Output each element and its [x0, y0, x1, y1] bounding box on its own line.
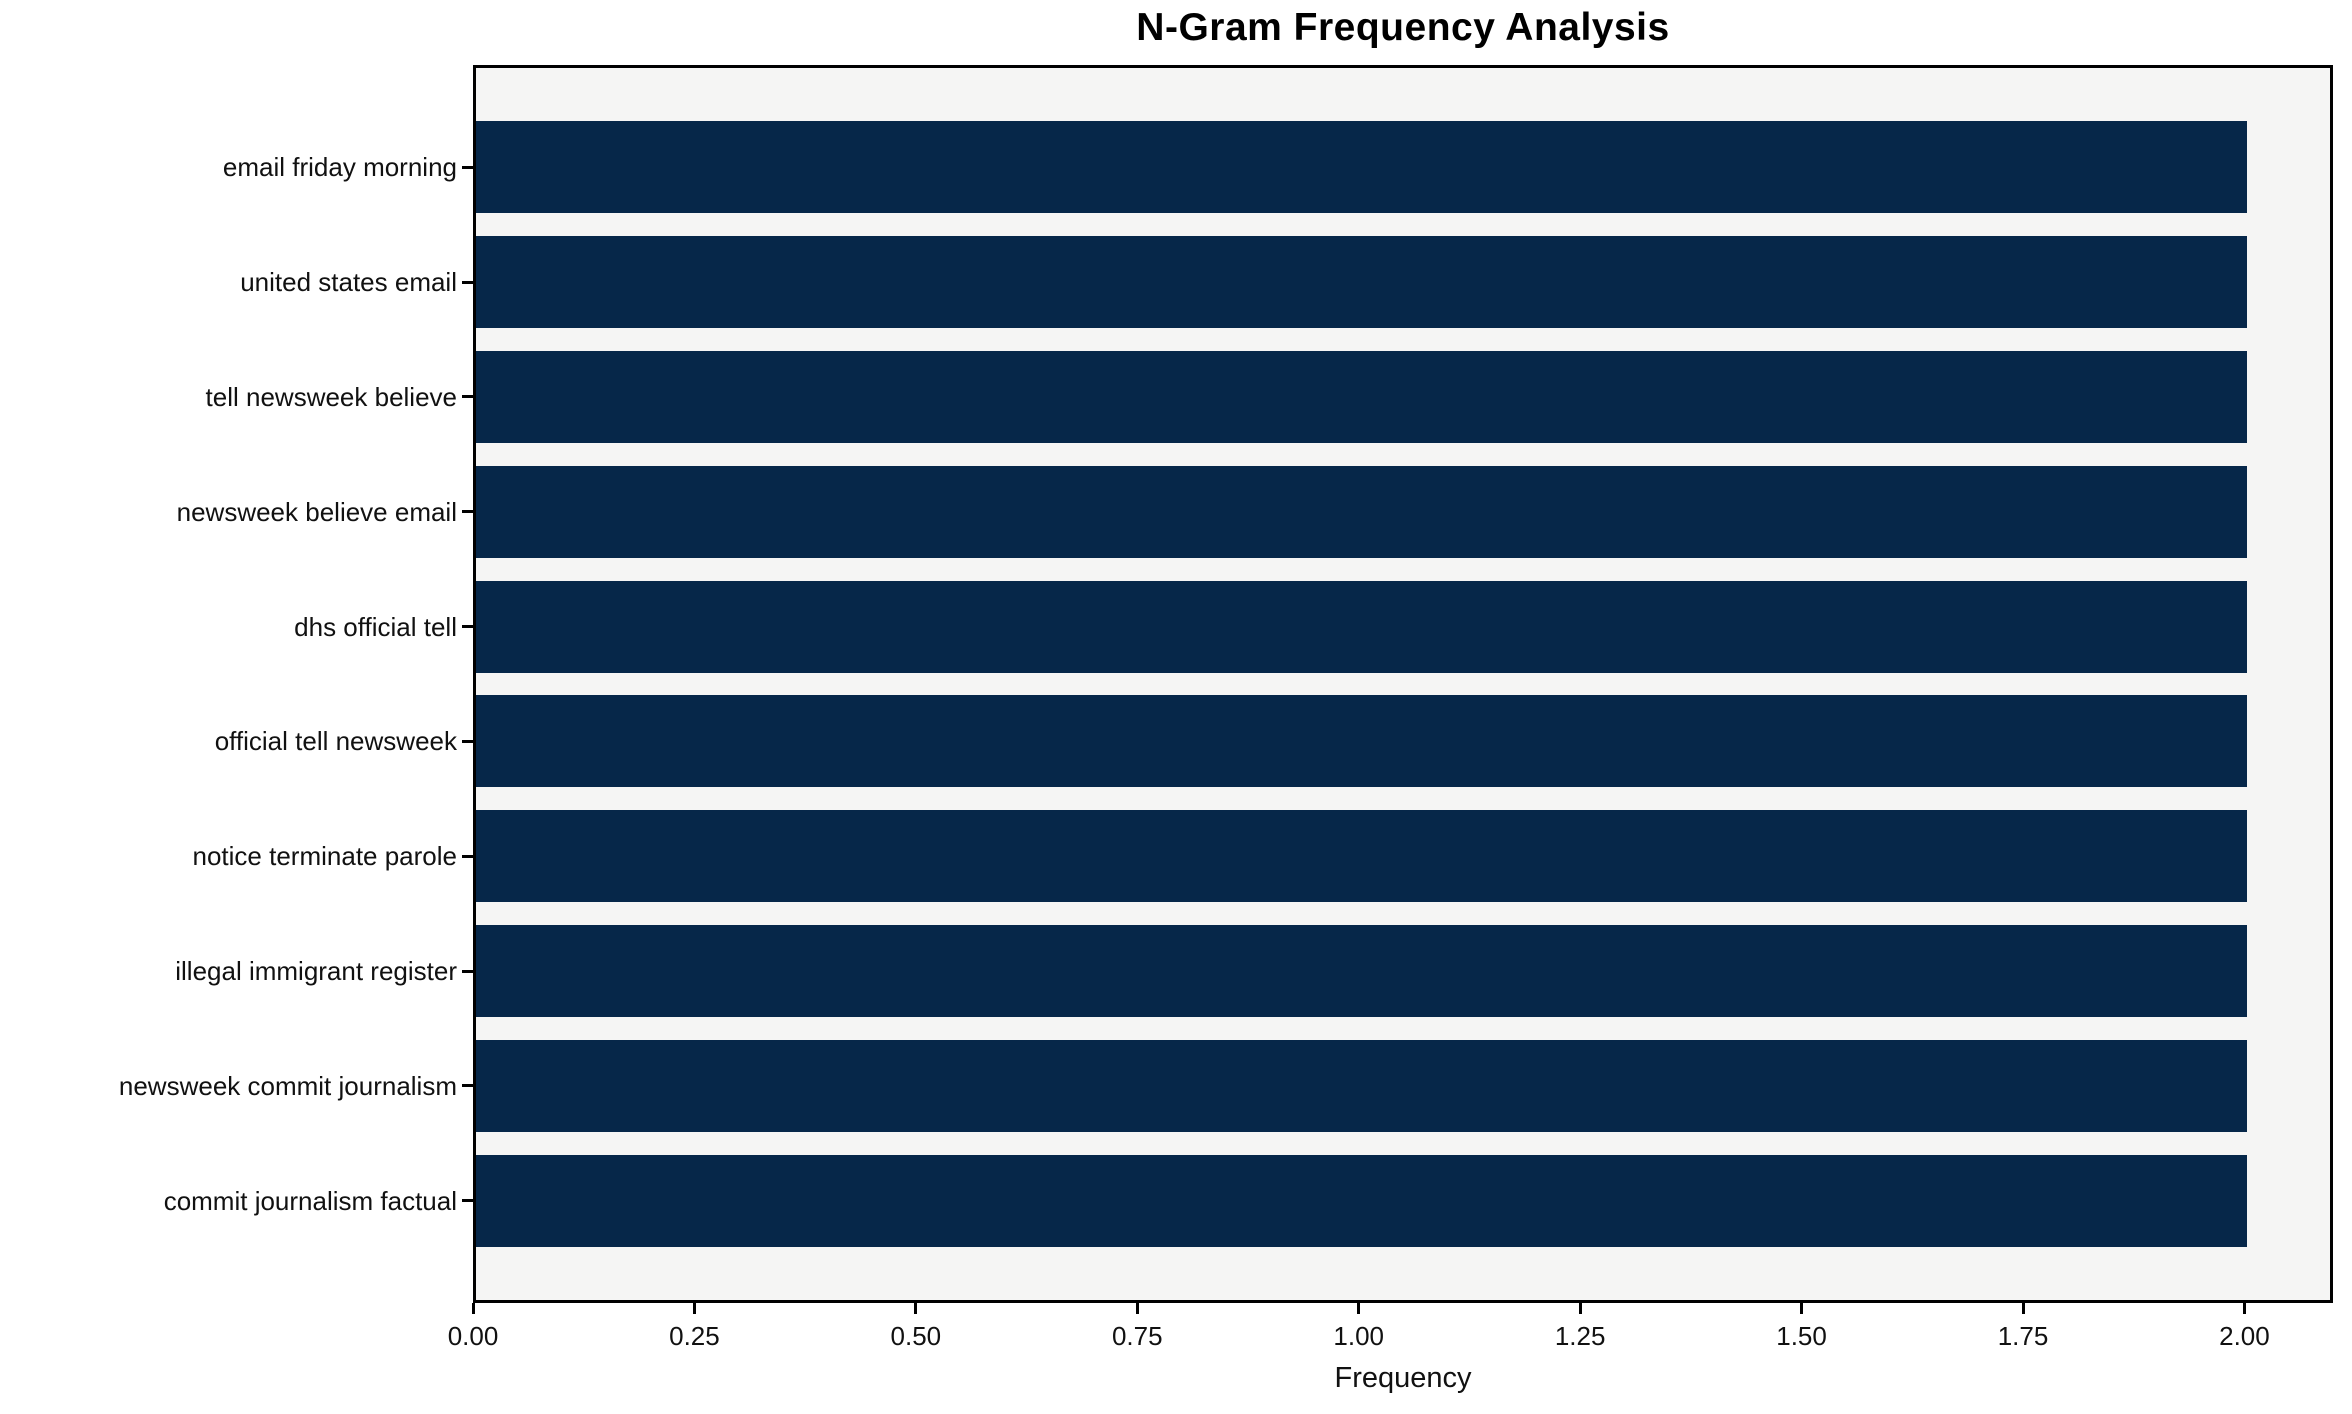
x-tick-label: 2.00: [2219, 1321, 2270, 1351]
x-tick: [1135, 1303, 1139, 1314]
y-tick: [462, 854, 473, 858]
x-tick: [1357, 1303, 1361, 1314]
y-tick-label: united states email: [240, 267, 457, 298]
bar: [476, 925, 2248, 1018]
x-tick: [692, 1303, 696, 1314]
y-tick-label: newsweek commit journalism: [118, 1070, 457, 1101]
bar: [476, 121, 2248, 214]
x-tick: [1578, 1303, 1582, 1314]
chart-title: N-Gram Frequency Analysis: [1136, 6, 1670, 49]
bar: [476, 236, 2248, 328]
x-tick-label: 0.25: [669, 1321, 720, 1351]
y-tick-label: illegal immigrant register: [175, 956, 457, 987]
y-tick-label: official tell newsweek: [214, 726, 457, 757]
y-tick-label: email friday morning: [222, 152, 457, 183]
bar: [476, 350, 2248, 443]
x-tick-label: 0.00: [447, 1321, 499, 1351]
x-tick-label: 1.50: [1776, 1321, 1827, 1351]
bar: [476, 580, 2248, 673]
y-tick-label: dhs official tell: [294, 611, 457, 642]
y-tick-label: notice terminate parole: [192, 841, 457, 872]
y-tick: [462, 165, 473, 169]
y-tick-label: commit journalism factual: [163, 1185, 457, 1216]
bar: [476, 695, 2248, 788]
x-tick: [2242, 1303, 2246, 1314]
bar: [476, 810, 2248, 903]
x-tick-label: 1.00: [1333, 1321, 1384, 1351]
bar: [476, 465, 2248, 558]
y-tick-label: newsweek believe email: [176, 496, 457, 527]
x-axis-title: Frequency: [1334, 1362, 1472, 1394]
y-tick: [462, 625, 473, 629]
x-tick-label: 1.25: [1554, 1321, 1606, 1351]
y-tick: [462, 510, 473, 514]
y-tick: [462, 395, 473, 399]
bar: [476, 1040, 2248, 1132]
x-tick-label: 0.75: [1111, 1321, 1163, 1351]
y-tick: [462, 739, 473, 743]
x-tick: [471, 1303, 475, 1314]
x-tick: [1800, 1303, 1804, 1314]
y-tick: [462, 969, 473, 973]
x-tick: [914, 1303, 918, 1314]
x-tick: [2021, 1303, 2025, 1314]
bar: [476, 1154, 2248, 1247]
y-tick: [462, 1199, 473, 1203]
y-tick-label: tell newsweek believe: [205, 381, 457, 412]
plot-area: [473, 65, 2333, 1303]
y-tick: [462, 1084, 473, 1088]
x-tick-label: 0.50: [890, 1321, 942, 1351]
x-tick-label: 1.75: [1997, 1321, 2049, 1351]
y-tick: [462, 280, 473, 284]
